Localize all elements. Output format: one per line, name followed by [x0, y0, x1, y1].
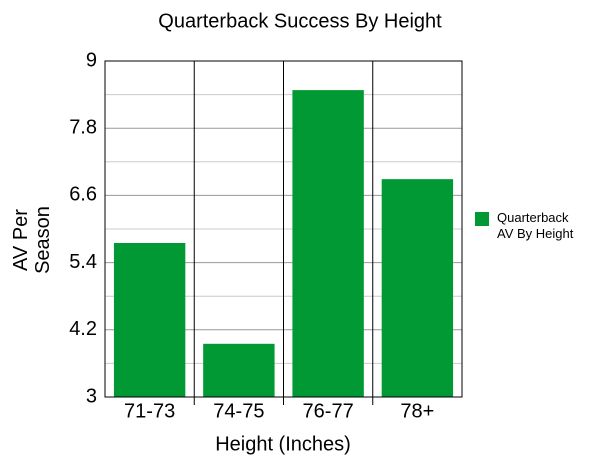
- x-tick-label: 76-77: [303, 400, 354, 422]
- y-axis-label: AV Per Season: [10, 206, 54, 274]
- x-tick-label: 71-73: [124, 400, 175, 422]
- plot-border: [104, 60, 463, 398]
- legend-swatch: [475, 212, 489, 226]
- x-tick-label: 78+: [400, 400, 434, 422]
- y-tick-label: 6.6: [69, 184, 97, 206]
- y-tick-label: 7.8: [69, 116, 97, 138]
- bar: [203, 343, 275, 397]
- x-tick-label: 74-75: [213, 400, 264, 422]
- chart-title: Quarterback Success By Height: [158, 10, 442, 32]
- y-tick-label: 9: [86, 49, 97, 71]
- legend-label: Quarterback AV By Height: [497, 210, 574, 241]
- y-tick-label: 3: [86, 385, 97, 407]
- bar: [292, 90, 364, 398]
- y-tick-label: 4.2: [69, 318, 97, 340]
- bar: [113, 243, 186, 397]
- y-tick-label: 5.4: [69, 251, 97, 273]
- x-axis-label: Height (Inches): [215, 433, 351, 455]
- bar: [381, 179, 454, 397]
